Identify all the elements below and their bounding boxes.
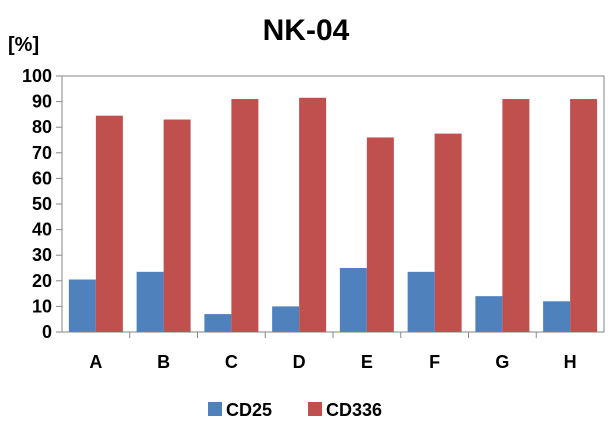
y-tick-label: 50 [32, 194, 52, 214]
bar-cd336-f [434, 133, 462, 332]
plot-area: 0 10 20 30 40 50 60 70 80 90 100 A B C D E F G H [22, 66, 605, 372]
bar-cd25-a [68, 279, 96, 332]
y-tick-label: 80 [32, 117, 52, 137]
bar-cd336-e [366, 137, 394, 332]
y-axis-label: [%] [8, 34, 39, 56]
y-tick-label: 40 [32, 220, 52, 240]
legend-swatch-cd25 [208, 402, 222, 416]
x-tick-label: H [564, 352, 577, 372]
x-tick-label: F [429, 352, 440, 372]
x-tick-label: E [361, 352, 373, 372]
bar-cd25-h [543, 301, 571, 332]
x-tick-label: B [157, 352, 170, 372]
x-tick-label: G [495, 352, 509, 372]
bar-cd25-d [272, 306, 300, 332]
bar-cd336-c [231, 99, 259, 332]
chart-title: NK-04 [263, 14, 350, 47]
y-tick-label: 10 [32, 296, 52, 316]
bar-cd25-e [339, 268, 367, 332]
y-tick-label: 20 [32, 271, 52, 291]
bar-cd336-a [95, 115, 123, 333]
bar-cd336-g [502, 99, 530, 332]
x-tick-label: D [293, 352, 306, 372]
y-tick-label: 90 [32, 92, 52, 112]
x-tick-label: C [225, 352, 238, 372]
legend-label-cd336: CD336 [326, 400, 382, 420]
bar-cd25-b [136, 271, 164, 332]
bar-cd336-d [299, 97, 327, 332]
y-tick-label: 100 [22, 66, 52, 86]
bar-cd25-g [475, 296, 503, 332]
legend-swatch-cd336 [308, 402, 322, 416]
y-tick-label: 0 [42, 322, 52, 342]
y-tick-label: 70 [32, 143, 52, 163]
x-tick-label: A [89, 352, 102, 372]
y-tick-label: 30 [32, 245, 52, 265]
legend-label-cd25: CD25 [226, 400, 272, 420]
bar-cd25-f [407, 271, 435, 332]
legend: CD25 CD336 [208, 400, 382, 420]
bar-cd336-b [163, 119, 191, 333]
y-tick-label: 60 [32, 168, 52, 188]
bar-cd25-c [204, 314, 232, 332]
bar-cd336-h [570, 99, 598, 332]
